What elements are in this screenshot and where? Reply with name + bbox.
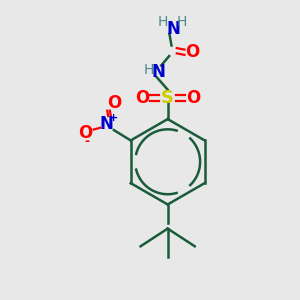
Text: H: H [158, 15, 168, 29]
Text: N: N [152, 63, 166, 81]
Text: O: O [186, 43, 200, 61]
Text: +: + [108, 113, 118, 123]
Text: -: - [84, 135, 89, 148]
Text: H: H [144, 64, 154, 77]
Text: O: O [135, 89, 149, 107]
Text: O: O [107, 94, 121, 112]
Text: O: O [187, 89, 201, 107]
Text: O: O [78, 124, 92, 142]
Text: N: N [100, 115, 113, 133]
Text: H: H [177, 15, 187, 29]
Text: N: N [166, 20, 180, 38]
Text: S: S [161, 89, 174, 107]
